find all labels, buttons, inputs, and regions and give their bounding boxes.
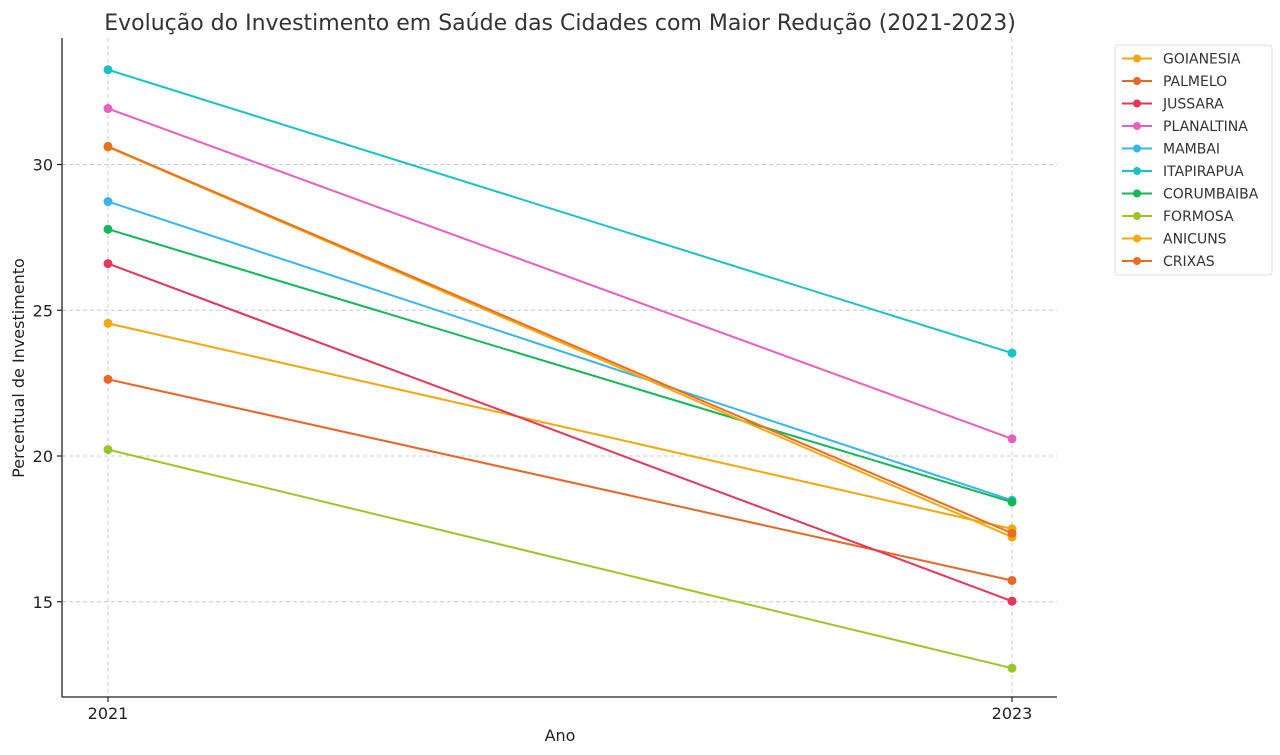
y-axis-label: Percentual de Investimento bbox=[9, 258, 28, 478]
series-line bbox=[107, 322, 1013, 530]
legend-label: ITAPIRAPUA bbox=[1163, 164, 1244, 180]
series-layer bbox=[103, 65, 1017, 673]
series-mambai bbox=[103, 197, 1017, 505]
data-point bbox=[103, 104, 113, 114]
series-planaltina bbox=[103, 104, 1017, 444]
series-itapirapua bbox=[103, 65, 1017, 358]
legend-item: CORUMBAIBA bbox=[1122, 187, 1259, 203]
series-crixas bbox=[103, 141, 1017, 538]
y-tick-label: 20 bbox=[33, 447, 53, 466]
legend-item: CRIXAS bbox=[1122, 254, 1215, 270]
y-tick-label: 30 bbox=[33, 156, 53, 175]
series-palmelo bbox=[103, 374, 1017, 585]
legend-label: GOIANESIA bbox=[1163, 52, 1241, 68]
legend-item: PALMELO bbox=[1122, 74, 1227, 90]
legend-marker bbox=[1133, 234, 1141, 243]
data-point bbox=[1007, 497, 1017, 507]
legend-marker bbox=[1133, 99, 1141, 108]
chart-title: Evolução do Investimento em Saúde das Ci… bbox=[104, 11, 1016, 36]
legend-item: JUSSARA bbox=[1122, 97, 1224, 113]
y-tick-label: 15 bbox=[33, 593, 53, 612]
legend-item: GOIANESIA bbox=[1122, 52, 1241, 68]
legend-item: MAMBAI bbox=[1122, 142, 1220, 158]
series-line bbox=[107, 448, 1013, 670]
legend-marker bbox=[1133, 257, 1141, 265]
series-jussara bbox=[103, 259, 1017, 606]
x-axis-label: Ano bbox=[545, 726, 576, 745]
data-point bbox=[103, 224, 113, 234]
legend-frame bbox=[1114, 44, 1273, 276]
legend-marker bbox=[1133, 189, 1141, 198]
legend-label: JUSSARA bbox=[1162, 97, 1224, 113]
series-formosa bbox=[103, 445, 1017, 673]
ticks-layer: 15 20 25 30 2021 2023 bbox=[33, 156, 1033, 724]
series-line bbox=[107, 68, 1013, 355]
legend-marker bbox=[1133, 212, 1141, 220]
grid-layer bbox=[62, 38, 1057, 697]
data-point bbox=[103, 259, 113, 269]
data-point bbox=[103, 374, 113, 384]
data-point bbox=[103, 141, 113, 151]
series-line bbox=[107, 228, 1013, 504]
series-line bbox=[107, 145, 1013, 535]
legend-label: MAMBAI bbox=[1163, 142, 1220, 158]
legend-label: CRIXAS bbox=[1163, 254, 1215, 270]
series-line bbox=[107, 200, 1013, 502]
data-point bbox=[1007, 348, 1017, 358]
data-point bbox=[1007, 663, 1017, 673]
series-line bbox=[107, 107, 1013, 440]
legend-item: ANICUNS bbox=[1122, 232, 1227, 248]
legend-marker bbox=[1133, 167, 1141, 175]
data-point bbox=[103, 318, 113, 328]
legend-marker bbox=[1133, 144, 1141, 153]
y-tick-label: 25 bbox=[33, 301, 53, 320]
legend: GOIANESIA PALMELO JUSSARA PLANALTINA MAMBAI I… bbox=[1114, 44, 1273, 276]
x-tick-label: 2021 bbox=[88, 704, 129, 723]
series-corumbaiba bbox=[103, 224, 1017, 507]
data-point bbox=[103, 65, 113, 75]
legend-label: PALMELO bbox=[1163, 74, 1227, 90]
data-point bbox=[1007, 575, 1017, 585]
data-point bbox=[1007, 528, 1017, 538]
legend-marker bbox=[1133, 122, 1141, 130]
axes-layer bbox=[61, 38, 1057, 698]
series-line bbox=[107, 378, 1013, 582]
data-point bbox=[1007, 434, 1017, 444]
legend-label: FORMOSA bbox=[1163, 209, 1234, 225]
legend-marker bbox=[1133, 54, 1141, 63]
legend-item: PLANALTINA bbox=[1122, 119, 1248, 135]
legend-label: CORUMBAIBA bbox=[1163, 187, 1259, 203]
legend-item: ITAPIRAPUA bbox=[1122, 164, 1244, 180]
data-point bbox=[1007, 596, 1017, 606]
legend-label: ANICUNS bbox=[1163, 232, 1227, 248]
data-point bbox=[103, 445, 113, 455]
series-line bbox=[107, 146, 1013, 538]
data-point bbox=[103, 197, 113, 207]
x-tick-label: 2023 bbox=[992, 704, 1033, 723]
legend-item: FORMOSA bbox=[1122, 209, 1234, 225]
series-line bbox=[107, 262, 1013, 603]
legend-label: PLANALTINA bbox=[1163, 119, 1248, 135]
legend-marker bbox=[1133, 77, 1141, 85]
